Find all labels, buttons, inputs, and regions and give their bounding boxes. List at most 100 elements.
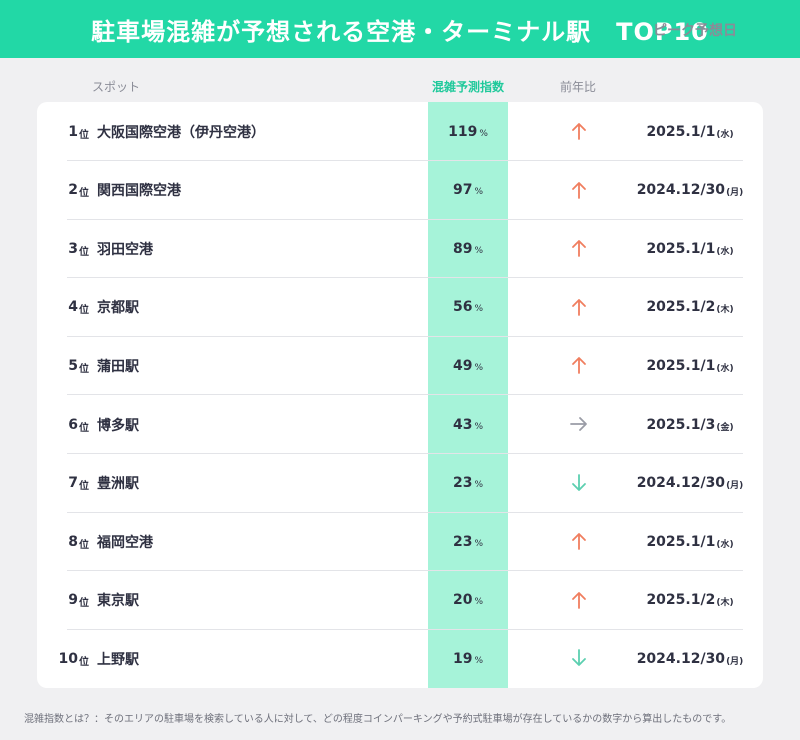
- congestion-index: 49%: [428, 336, 508, 395]
- peak-date: 2025.1/1 (水): [617, 512, 763, 571]
- spot-name: 上野駅: [97, 651, 139, 668]
- peak-date: 2024.12/30 (月): [617, 629, 763, 688]
- percent-unit: %: [474, 362, 484, 373]
- column-header-peak: ピーク予想日: [653, 22, 737, 39]
- row-divider: [67, 570, 743, 572]
- congestion-index: 20%: [428, 571, 508, 630]
- congestion-index: 43%: [428, 395, 508, 454]
- congestion-index-value: 23: [452, 533, 473, 550]
- table-row: 8 位福岡空港 23% 2025.1/1 (水): [37, 512, 763, 572]
- peak-day-of-week: (水): [716, 363, 734, 374]
- peak-day-of-week: (水): [716, 246, 734, 257]
- peak-day-of-week: (月): [726, 481, 744, 492]
- column-header-index: 混雑予測指数: [431, 80, 504, 94]
- trend-up-arrow-icon: [572, 357, 586, 375]
- rank-number: 8: [68, 533, 78, 550]
- congestion-index-value: 97: [452, 182, 473, 199]
- peak-date: 2025.1/1 (水): [617, 219, 763, 278]
- rank-unit: 位: [79, 363, 89, 375]
- percent-unit: %: [479, 128, 488, 139]
- rank-number: 3: [68, 240, 78, 257]
- peak-day-of-week: (金): [716, 422, 734, 433]
- congestion-index-value: 20: [452, 592, 473, 609]
- rank: 10 位: [37, 629, 89, 688]
- spot-name: 関西国際空港: [97, 183, 181, 200]
- peak-day-of-week: (木): [716, 305, 734, 316]
- table-row: 7 位豊洲駅 23% 2024.12/30 (月): [37, 454, 763, 513]
- peak-date-value: 2024.12/30: [636, 475, 726, 492]
- peak-day-of-week: (月): [726, 188, 744, 199]
- congestion-index: 97%: [428, 161, 508, 220]
- congestion-index: 89%: [428, 219, 508, 278]
- title-banner: 駐車場混雑が予想される空港・ターミナル駅 TOP10: [0, 0, 800, 58]
- rank-number: 7: [68, 475, 78, 492]
- rank-number: 10: [58, 650, 78, 667]
- percent-unit: %: [474, 480, 484, 491]
- peak-date-value: 2025.1/1: [646, 357, 716, 374]
- congestion-index-value: 56: [452, 299, 473, 316]
- rank-number: 5: [68, 357, 78, 374]
- row-divider: [67, 218, 743, 220]
- congestion-index: 23%: [428, 512, 508, 571]
- congestion-index-value: 19: [452, 650, 473, 667]
- spot-name: 大阪国際空港（伊丹空港）: [97, 124, 265, 141]
- rank-number: 1: [68, 123, 78, 140]
- row-divider: [67, 453, 743, 454]
- rank-unit: 位: [79, 598, 89, 610]
- rank-number: 9: [68, 592, 78, 609]
- trend-up-arrow-icon: [572, 591, 586, 609]
- rank-number: 6: [68, 416, 78, 433]
- trend-up-arrow-icon: [572, 533, 586, 551]
- percent-unit: %: [474, 304, 484, 315]
- congestion-index-value: 89: [452, 240, 473, 257]
- rank-number: 2: [68, 182, 78, 199]
- percent-unit: %: [474, 538, 484, 549]
- peak-date: 2024.12/30 (月): [617, 161, 763, 220]
- rank-unit: 位: [79, 188, 89, 200]
- rank-number: 4: [68, 299, 78, 316]
- row-divider: [67, 628, 743, 630]
- congestion-index-value: 119: [448, 123, 478, 140]
- peak-date: 2024.12/30 (月): [617, 454, 763, 513]
- row-divider: [67, 335, 743, 337]
- spot-name: 羽田空港: [97, 241, 153, 258]
- congestion-index-value: 43: [452, 416, 473, 433]
- column-header-yoy: 前年比: [559, 80, 596, 94]
- peak-date-value: 2024.12/30: [636, 182, 726, 199]
- congestion-index-value: 49: [452, 357, 473, 374]
- rank-unit: 位: [79, 481, 89, 493]
- ranking-table: 1 位大阪国際空港（伊丹空港） 119% 2025.1/1 (水) 2 位関西国際空港 97%…: [37, 102, 763, 688]
- trend-flat-arrow-icon: [570, 417, 587, 431]
- peak-date-value: 2025.1/1: [646, 240, 716, 257]
- trend-up-arrow-icon: [572, 181, 586, 199]
- rank-unit: 位: [79, 129, 89, 141]
- table-row: 5 位蒲田駅 49% 2025.1/1 (水): [37, 336, 763, 396]
- rank-unit: 位: [79, 246, 89, 258]
- spot-name: 蒲田駅: [97, 358, 139, 375]
- trend-down-arrow-icon: [572, 649, 586, 667]
- table-row: 6 位博多駅 43% 2025.1/3 (金): [37, 395, 763, 454]
- rank-unit: 位: [79, 305, 89, 317]
- peak-date-value: 2025.1/1: [646, 533, 716, 550]
- rank-unit: 位: [79, 539, 89, 551]
- trend-down-arrow-icon: [572, 473, 586, 491]
- table-row: 10 位上野駅 19% 2024.12/30 (月): [37, 629, 763, 688]
- trend-up-arrow-icon: [572, 298, 586, 316]
- congestion-index: 119%: [428, 102, 508, 161]
- spot-name: 福岡空港: [97, 534, 153, 551]
- trend-up-arrow-icon: [572, 240, 586, 258]
- column-header-spot: スポット: [92, 80, 141, 94]
- peak-date-value: 2025.1/2: [646, 299, 716, 316]
- peak-date: 2025.1/2 (木): [617, 278, 763, 337]
- peak-day-of-week: (木): [716, 598, 734, 609]
- congestion-index: 56%: [428, 278, 508, 337]
- percent-unit: %: [474, 655, 484, 666]
- peak-date: 2025.1/2 (木): [617, 571, 763, 630]
